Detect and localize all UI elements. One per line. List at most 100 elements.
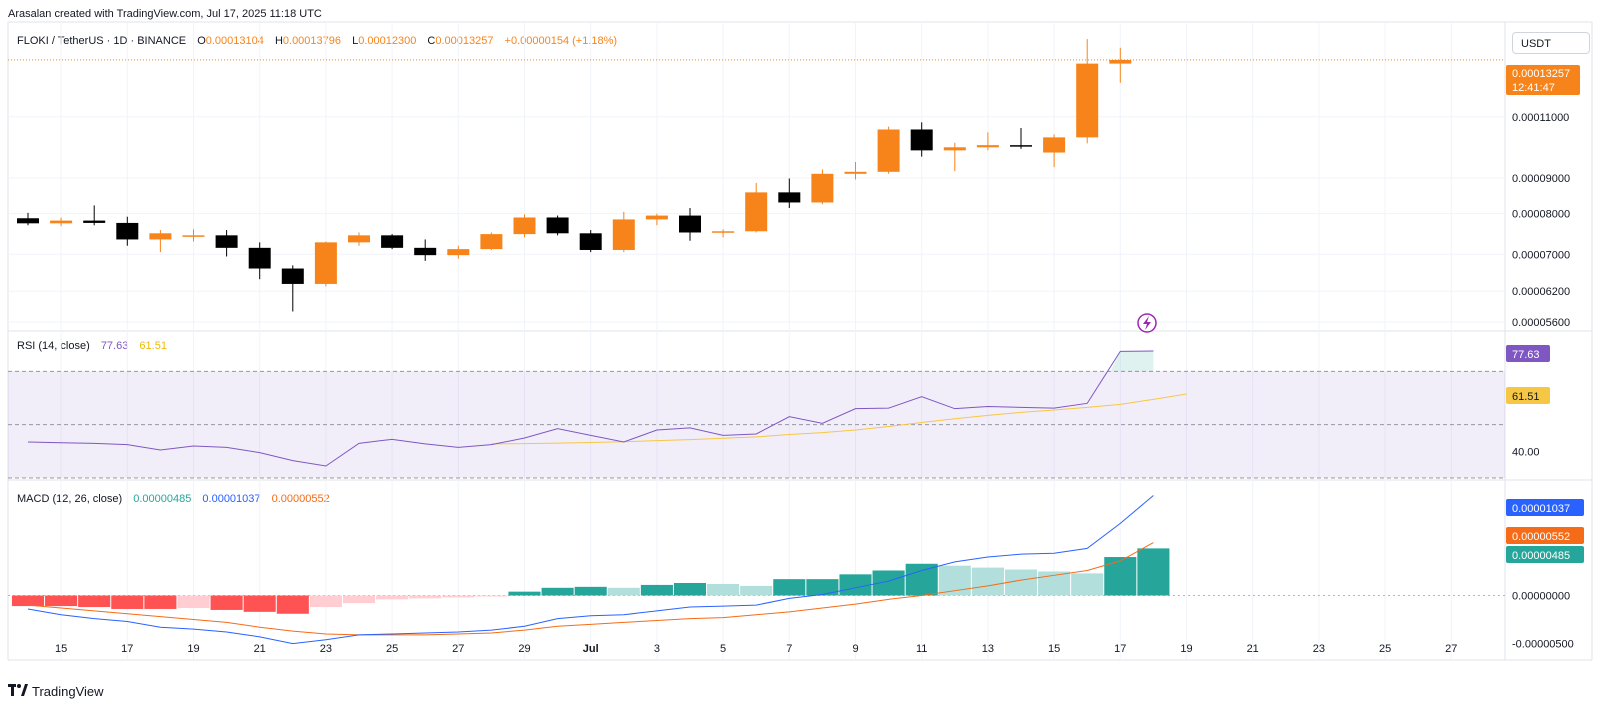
x-tick-label: 23 (320, 643, 332, 655)
macd-histogram-bar (210, 595, 243, 610)
x-tick-label: 23 (1313, 643, 1325, 655)
macd-histogram-bar (177, 595, 210, 608)
tradingview-logo-icon (8, 684, 28, 699)
x-tick-label: 13 (982, 643, 994, 655)
x-tick-label: 11 (916, 643, 927, 655)
candle-body (149, 233, 172, 240)
x-tick-label: 7 (786, 643, 792, 655)
macd-histogram-bar (442, 595, 475, 598)
macd-histogram-bar (707, 583, 740, 596)
candle-body (414, 247, 437, 256)
candle-body (546, 217, 569, 234)
candle-body (281, 268, 304, 284)
close-value: 0.00013257 (435, 35, 494, 47)
candle-body (480, 234, 503, 250)
x-tick-label: 15 (55, 643, 67, 655)
candle-body (612, 219, 635, 250)
hist-badge-text: 0.00000485 (1512, 550, 1570, 562)
x-tick-label: 21 (1247, 643, 1259, 655)
macd-histogram-bar (1104, 557, 1137, 596)
candle-body (579, 233, 602, 250)
close-label: C (427, 35, 436, 47)
macd-histogram-bar (276, 595, 309, 614)
macd-histogram-bar (640, 584, 673, 596)
macd-value-badge: 0.00001037 (1506, 499, 1584, 516)
macd-tick-label: -0.00000500 (1512, 639, 1574, 651)
rsi-ma-value-badge: 61.51 (1506, 387, 1550, 404)
macd-histogram-bar (342, 595, 376, 604)
currency-button[interactable]: USDT (1512, 32, 1590, 54)
candle-body (943, 147, 966, 151)
macd-histogram-bar (11, 595, 45, 607)
last-price-badge: 0.00013257 12:41:47 (1506, 65, 1580, 95)
macd-hist-legend-value: 0.00000485 (133, 493, 192, 505)
x-tick-label: 25 (386, 643, 398, 655)
candle-body (1076, 63, 1099, 138)
candle-body (248, 247, 271, 269)
candle-body (314, 242, 337, 284)
rsi-badge-text: 77.63 (1512, 349, 1540, 361)
signal-value-badge: 0.00000552 (1506, 527, 1584, 544)
candle-body (910, 129, 933, 151)
candle-body (712, 231, 735, 233)
macd-histogram-bar (905, 563, 938, 596)
macd-histogram-bar (508, 591, 541, 596)
candle-body (811, 173, 834, 203)
rsi-overbought-fill (1110, 350, 1154, 372)
macd-histogram-bar (740, 585, 773, 596)
macd-histogram-bar (839, 574, 872, 596)
rsi-legend-value: 77.63 (100, 340, 129, 352)
candle-body (745, 192, 768, 232)
symbol-title[interactable]: FLOKI / TetherUS · 1D · BINANCE (17, 35, 187, 47)
high-label: H (274, 35, 283, 47)
main-legend: FLOKI / TetherUS · 1D · BINANCE O0.00013… (17, 35, 617, 47)
x-tick-label: 27 (452, 643, 464, 655)
macd-title[interactable]: MACD (12, 26, close) (17, 493, 123, 505)
candle-body (976, 145, 999, 148)
macd-histogram-bar (243, 595, 276, 612)
macd-histogram-bar (607, 587, 640, 596)
macd-histogram-bar (1071, 573, 1104, 596)
macd-tick-label: 0.00000000 (1512, 591, 1570, 603)
low-label: L (352, 35, 359, 47)
macd-line (27, 495, 1154, 645)
price-tick-label: 0.00011000 (1512, 112, 1569, 124)
x-tick-label: 25 (1379, 643, 1391, 655)
candle-body (348, 235, 370, 243)
candle-body (1109, 59, 1132, 64)
price-tick-label: 0.00007000 (1512, 249, 1570, 261)
x-tick-label: 21 (254, 643, 266, 655)
x-tick-label: 3 (654, 643, 660, 655)
chart-credit: Arasalan created with TradingView.com, J… (8, 8, 322, 20)
x-tick-label: 19 (1180, 643, 1192, 655)
candle-body (447, 249, 470, 256)
macd-histogram-bar (574, 586, 607, 596)
x-tick-label: 17 (1114, 643, 1126, 655)
macd-histogram-bar (773, 579, 806, 596)
rsi-legend: RSI (14, close) 77.63 61.51 (17, 340, 167, 352)
rsi-title[interactable]: RSI (14, close) (17, 340, 90, 352)
macd-histogram-bar (475, 595, 508, 597)
x-tick-label: 19 (187, 643, 199, 655)
tradingview-logo[interactable]: TradingView (8, 684, 104, 699)
candle-body (778, 192, 801, 203)
signal-badge-text: 0.00000552 (1512, 531, 1570, 543)
price-tick-label: 0.00009000 (1512, 173, 1570, 185)
macd-histogram-bar (309, 595, 342, 608)
bar-countdown: 12:41:47 (1512, 82, 1555, 94)
high-value: 0.00013796 (282, 35, 342, 47)
rsi-ma-line (491, 393, 1187, 445)
price-tick-label: 0.00008000 (1512, 209, 1570, 221)
candle-body (215, 235, 238, 248)
lightning-icon[interactable] (1137, 313, 1157, 333)
macd-histogram-bar (78, 595, 111, 608)
signal-legend-value: 0.00000552 (271, 493, 330, 505)
candle-body (1010, 145, 1032, 147)
rsi-tick-label: 40.00 (1512, 446, 1540, 458)
x-tick-label: Jul (583, 643, 599, 655)
macd-histogram-bar (111, 595, 144, 609)
candle-body (645, 215, 668, 220)
x-tick-label: 15 (1048, 643, 1060, 655)
candle-body (1043, 137, 1066, 153)
